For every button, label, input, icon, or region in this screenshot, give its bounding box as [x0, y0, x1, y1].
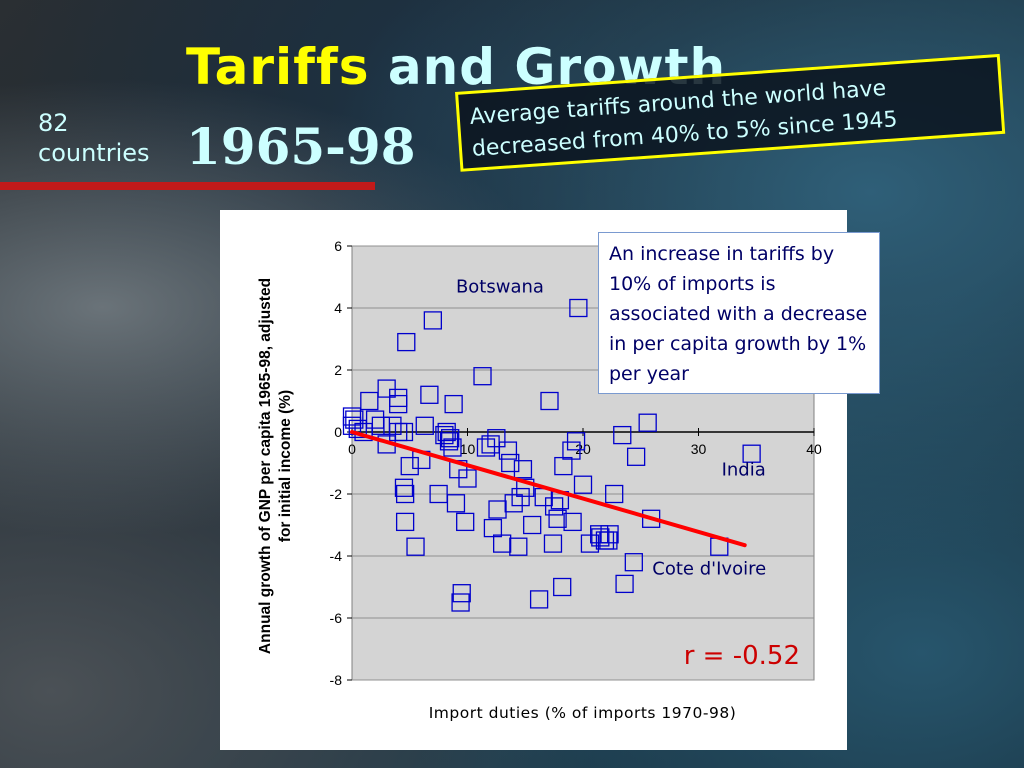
y-tick-label: 6	[334, 238, 342, 254]
trend-line-group	[350, 430, 747, 548]
data-point	[566, 432, 586, 451]
data-point	[342, 407, 362, 426]
data-point	[580, 534, 600, 553]
data-point	[443, 438, 462, 457]
data-point	[483, 518, 503, 538]
data-point	[504, 494, 523, 513]
country-count: 82 countries	[38, 108, 178, 168]
data-point	[562, 441, 581, 460]
data-point	[395, 512, 415, 532]
x-tick-label: 40	[806, 441, 822, 457]
data-point	[451, 593, 470, 612]
country-label: India	[722, 459, 766, 480]
data-point	[553, 577, 572, 597]
data-point	[488, 500, 507, 519]
slide-title: Tariffs and Growth	[186, 42, 726, 92]
data-point	[444, 394, 463, 414]
data-point	[509, 537, 528, 556]
data-point	[626, 447, 646, 466]
data-point	[400, 456, 419, 476]
data-point	[516, 478, 535, 497]
trend-line	[350, 430, 747, 548]
data-point	[420, 385, 439, 404]
x-tick-label: 10	[460, 441, 476, 457]
data-point	[437, 422, 456, 442]
data-point	[383, 416, 402, 435]
correlation-label: r = -0.52	[684, 641, 800, 671]
data-point	[599, 531, 618, 550]
y-axis-label: Annual growth of GNP per capita 1965-98,…	[257, 277, 294, 655]
data-points	[342, 298, 761, 612]
data-point	[615, 574, 634, 594]
accent-rule	[0, 182, 375, 190]
data-point	[638, 413, 657, 432]
data-point	[529, 590, 549, 609]
country-label: Cote d'Ivoire	[652, 559, 766, 580]
x-tick-label: 0	[348, 441, 356, 457]
y-tick-labels: 6 4 2 0 -2 -4 -6 -8	[330, 238, 343, 688]
data-point	[456, 512, 475, 532]
country-labels: Botswana India Cote d'Ivoire	[456, 277, 766, 580]
data-point	[394, 478, 414, 497]
data-point	[590, 525, 609, 544]
data-point	[569, 298, 588, 318]
data-point	[439, 432, 459, 451]
data-point	[540, 391, 559, 411]
data-point	[345, 410, 364, 429]
y-tick-label: -4	[330, 548, 343, 564]
y-tick-label: 0	[334, 424, 342, 440]
data-point	[415, 416, 434, 435]
data-point	[613, 425, 632, 445]
y-tick-label: -8	[330, 672, 343, 688]
data-point	[395, 484, 415, 504]
gridlines	[347, 245, 815, 681]
x-tick-labels: 0 10 20 30 40	[348, 441, 822, 457]
data-point	[429, 484, 448, 504]
y-tick-label: -6	[330, 610, 343, 626]
x-axis-label: Import duties (% of imports 1970-98)	[428, 704, 737, 722]
data-point	[501, 453, 520, 473]
annotation-box: An increase in tariffs by 10% of imports…	[598, 232, 880, 394]
data-point	[511, 487, 530, 507]
data-point	[573, 475, 593, 494]
data-point	[543, 534, 563, 553]
country-label: Botswana	[456, 277, 544, 298]
data-point	[498, 441, 518, 460]
title-tariffs: Tariffs	[186, 38, 370, 96]
data-point	[624, 553, 643, 572]
data-point	[394, 422, 414, 442]
data-point	[348, 419, 367, 439]
data-point	[544, 497, 564, 516]
data-point	[563, 512, 582, 532]
data-point	[742, 444, 761, 463]
data-point	[342, 416, 362, 435]
data-point	[548, 509, 567, 528]
data-point	[397, 332, 416, 352]
country-count-number: 82	[38, 109, 69, 137]
x-tick-label: 20	[575, 441, 591, 457]
data-point	[600, 525, 619, 544]
y-tick-label: 4	[334, 300, 342, 316]
data-point	[446, 494, 466, 513]
data-point	[492, 534, 512, 553]
data-point	[406, 537, 425, 556]
data-point	[452, 584, 471, 603]
data-point	[377, 379, 396, 398]
data-point	[360, 391, 379, 411]
y-tick-label: 2	[334, 362, 342, 378]
data-point	[487, 429, 506, 448]
title-years: 1965-98	[186, 117, 416, 176]
data-point	[605, 484, 624, 504]
data-point	[513, 460, 533, 479]
data-point	[523, 515, 542, 535]
data-point	[441, 429, 460, 448]
y-tick-label: -2	[330, 486, 343, 502]
data-point	[476, 438, 496, 457]
data-point	[458, 469, 477, 488]
data-point	[473, 367, 492, 386]
data-point	[423, 311, 443, 330]
x-tick-label: 30	[691, 441, 707, 457]
country-count-unit: countries	[38, 139, 150, 167]
data-point	[389, 394, 408, 414]
